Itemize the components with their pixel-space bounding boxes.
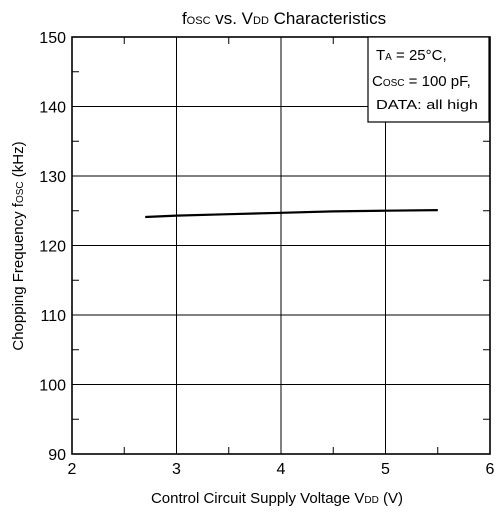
- x-tick-label: 3: [172, 461, 181, 478]
- series-layer: [145, 209, 438, 219]
- y-tick-label: 140: [39, 100, 66, 117]
- x-tick-label: 4: [277, 461, 286, 478]
- condition-cosc: COSC = 100 pF,: [372, 73, 471, 90]
- x-tick-label: 2: [68, 461, 77, 478]
- y-tick-label: 100: [39, 378, 66, 395]
- y-tick-label: 90: [48, 447, 66, 464]
- x-tick-label: 5: [381, 461, 390, 478]
- plot-frame: [71, 36, 491, 455]
- condition-data: DATA: all high: [376, 97, 478, 112]
- y-tick-label: 130: [39, 169, 66, 186]
- y-tick-label: 110: [40, 308, 66, 325]
- y-axis-label: Chopping Frequency fOSC (kHz): [10, 141, 27, 350]
- chart-title: fOSC vs. VDD Characteristics: [182, 9, 386, 28]
- y-tick-label: 150: [39, 30, 66, 47]
- series-line: [145, 209, 438, 219]
- conditions-box-frame: [367, 36, 490, 123]
- conditions-box: TA = 25°C, COSC = 100 pF, DATA: all high: [367, 36, 490, 123]
- axes: [71, 36, 491, 455]
- tick-labels: 2 3 4 5 6 90 100 110 120 130 140 150: [39, 30, 494, 478]
- y-tick-label: 120: [39, 239, 66, 256]
- x-tick-label: 6: [486, 461, 495, 478]
- condition-ta: TA = 25°C,: [376, 47, 447, 64]
- x-axis-label: Control Circuit Supply Voltage VDD (V): [151, 490, 403, 507]
